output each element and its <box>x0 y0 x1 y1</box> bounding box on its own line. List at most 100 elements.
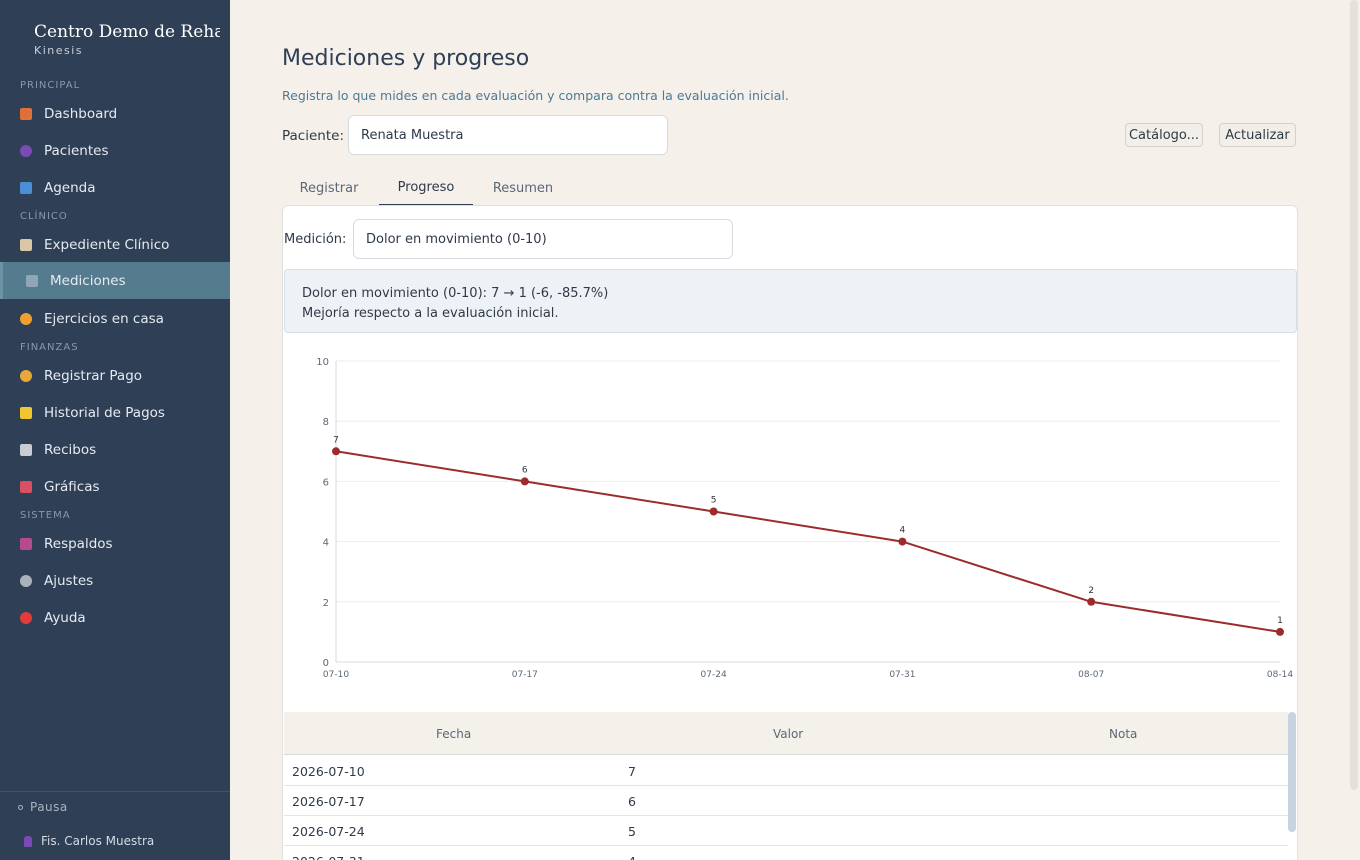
table-row[interactable]: 2026-07-17 6 <box>284 786 1288 816</box>
status-dot-icon <box>18 805 23 810</box>
tab-progreso[interactable]: Progreso <box>379 170 473 206</box>
y-tick-label: 10 <box>316 357 329 368</box>
column-header-nota: Nota <box>1109 727 1138 741</box>
sidebar-item-label: Agenda <box>44 179 96 196</box>
section-label-sistema: SISTEMA <box>20 510 71 521</box>
page-title: Mediciones y progreso <box>282 46 530 71</box>
table-row[interactable]: 2026-07-10 7 <box>284 756 1288 786</box>
home-icon <box>20 107 32 120</box>
table-row[interactable]: 2026-07-31 4 <box>284 846 1288 860</box>
measure-select[interactable]: Dolor en movimiento (0-10) <box>353 219 733 259</box>
section-label-principal: PRINCIPAL <box>20 80 81 91</box>
patient-input[interactable] <box>348 115 668 155</box>
x-tick-label: 07-10 <box>323 670 349 680</box>
cell-value: 5 <box>628 824 636 839</box>
series-line <box>335 450 1281 633</box>
data-point <box>332 447 340 456</box>
patient-label: Paciente: <box>282 128 344 144</box>
progress-line-chart: 0 2 4 6 8 10 07-10 07-17 07-24 07-31 08-07 08-14 7 6 5… <box>316 357 1293 680</box>
sidebar-item-ayuda[interactable]: Ayuda <box>0 599 230 636</box>
brand-subtitle: Kinesis <box>34 44 84 57</box>
data-label: 1 <box>1277 616 1283 626</box>
summary-line-change: Dolor en movimiento (0-10): 7 → 1 (-6, -… <box>302 286 609 301</box>
sidebar-item-recibos[interactable]: Recibos <box>0 431 230 468</box>
data-label: 5 <box>711 496 717 506</box>
data-point <box>709 507 718 516</box>
cell-date: 2026-07-31 <box>292 854 365 860</box>
sidebar-item-graficas[interactable]: Gráficas <box>0 468 230 505</box>
current-user[interactable]: Fis. Carlos Muestra <box>24 834 154 848</box>
tab-resumen[interactable]: Resumen <box>492 180 554 196</box>
y-tick-label: 0 <box>323 658 329 669</box>
brand: Centro Demo de Rehabilitación Kinesis <box>20 22 220 57</box>
sidebar-item-label: Pacientes <box>44 142 109 159</box>
sidebar-item-historial-pagos[interactable]: Historial de Pagos <box>0 394 230 431</box>
data-label: 7 <box>333 435 339 445</box>
sidebar-item-label: Gráficas <box>44 478 100 495</box>
users-icon <box>20 144 32 157</box>
sidebar-item-dashboard[interactable]: Dashboard <box>0 95 230 132</box>
measure-label: Medición: <box>284 232 347 247</box>
floppy-icon <box>20 537 32 550</box>
sidebar-item-label: Respaldos <box>44 535 113 552</box>
status-indicator: Pausa <box>18 800 68 814</box>
user-name: Fis. Carlos Muestra <box>41 834 155 848</box>
sidebar-item-registrar-pago[interactable]: Registrar Pago <box>0 357 230 394</box>
user-icon <box>24 835 32 847</box>
sidebar-item-ejercicios[interactable]: Ejercicios en casa <box>0 300 230 337</box>
cell-value: 4 <box>628 854 636 860</box>
x-tick-label: 07-24 <box>701 670 727 680</box>
data-point <box>520 477 529 486</box>
summary-line-status: Mejoría respecto a la evaluación inicial… <box>302 305 559 321</box>
cell-value: 7 <box>628 764 636 779</box>
sidebar-item-label: Historial de Pagos <box>44 404 165 421</box>
tab-registrar[interactable]: Registrar <box>299 180 359 196</box>
sidebar: Centro Demo de Rehabilitación Kinesis PR… <box>0 0 230 860</box>
data-label: 2 <box>1088 586 1094 596</box>
sidebar-item-label: Mediciones <box>50 272 126 289</box>
clipboard-icon <box>20 238 32 251</box>
table-header: Fecha Valor Nota <box>284 712 1288 755</box>
section-label-clinico: CLÍNICO <box>20 211 68 222</box>
money-bag-icon <box>20 369 32 382</box>
y-tick-label: 6 <box>323 477 329 488</box>
data-point <box>1087 597 1096 606</box>
sidebar-item-ajustes[interactable]: Ajustes <box>0 562 230 599</box>
refresh-button[interactable]: Actualizar <box>1219 123 1296 147</box>
cell-value: 6 <box>628 794 636 809</box>
cell-date: 2026-07-24 <box>292 824 365 839</box>
y-tick-label: 2 <box>323 598 329 609</box>
page-scrollbar[interactable] <box>1350 0 1358 790</box>
x-tick-label: 08-07 <box>1078 670 1104 680</box>
column-header-valor: Valor <box>773 727 804 741</box>
sidebar-item-expediente[interactable]: Expediente Clínico <box>0 226 230 263</box>
x-tick-label: 07-31 <box>889 670 915 680</box>
sidebar-item-label: Registrar Pago <box>44 367 143 384</box>
x-tick-label: 07-17 <box>512 670 538 680</box>
cell-date: 2026-07-17 <box>292 794 365 809</box>
chart-icon <box>20 480 32 493</box>
table-scrollbar[interactable] <box>1288 712 1296 832</box>
brand-title: Centro Demo de Rehabilitación <box>34 22 220 42</box>
x-tick-label: 08-14 <box>1267 670 1293 680</box>
section-label-finanzas: FINANZAS <box>20 342 79 353</box>
catalog-button[interactable]: Catálogo... <box>1125 123 1203 147</box>
table-row[interactable]: 2026-07-24 5 <box>284 816 1288 846</box>
data-label: 4 <box>900 526 906 536</box>
question-icon <box>20 611 32 624</box>
sidebar-item-pacientes[interactable]: Pacientes <box>0 132 230 169</box>
sidebar-item-respaldos[interactable]: Respaldos <box>0 525 230 562</box>
ledger-icon <box>20 406 32 419</box>
data-point <box>898 537 907 546</box>
data-point <box>1276 627 1284 636</box>
sidebar-item-mediciones[interactable]: Mediciones <box>0 262 230 299</box>
calendar-icon <box>20 181 32 194</box>
sidebar-item-label: Expediente Clínico <box>44 236 170 253</box>
gear-icon <box>20 574 32 587</box>
cell-date: 2026-07-10 <box>292 764 365 779</box>
sidebar-item-label: Ajustes <box>44 572 94 589</box>
sidebar-item-agenda[interactable]: Agenda <box>0 169 230 206</box>
sidebar-item-label: Ejercicios en casa <box>44 310 164 327</box>
y-tick-label: 8 <box>323 417 329 428</box>
progress-panel: Medición: Dolor en movimiento (0-10) Dol… <box>282 205 1298 860</box>
